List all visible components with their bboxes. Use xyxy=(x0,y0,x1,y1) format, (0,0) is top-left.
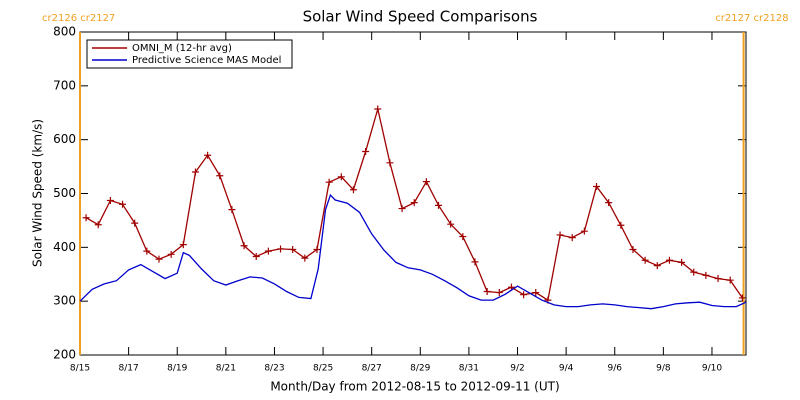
x-tick-label: 8/21 xyxy=(216,364,236,374)
x-tick-label: 9/8 xyxy=(656,364,671,374)
x-tick-label: 9/10 xyxy=(702,364,722,374)
data-marker xyxy=(641,256,649,264)
y-tick-label: 200 xyxy=(53,348,76,362)
data-marker xyxy=(252,252,260,260)
y-tick-label: 300 xyxy=(53,294,76,308)
data-marker xyxy=(495,289,503,297)
data-marker xyxy=(678,258,686,266)
x-tick-label: 8/19 xyxy=(167,364,187,374)
data-marker xyxy=(289,245,297,253)
data-marker xyxy=(738,294,746,302)
data-marker xyxy=(94,221,102,229)
x-tick-label: 8/23 xyxy=(264,364,284,374)
data-marker xyxy=(179,241,187,249)
data-marker xyxy=(605,199,613,207)
data-marker xyxy=(106,196,114,204)
plot-frame xyxy=(79,31,747,356)
y-tick-label: 500 xyxy=(53,186,76,200)
data-marker xyxy=(337,173,345,181)
data-marker xyxy=(459,233,467,241)
data-marker xyxy=(386,159,394,167)
x-tick-label: 8/15 xyxy=(70,364,90,374)
data-marker xyxy=(520,291,528,299)
carrington-label: cr2126 cr2127 xyxy=(42,13,115,24)
data-marker xyxy=(532,289,540,297)
data-marker xyxy=(349,186,357,194)
data-marker xyxy=(556,231,564,239)
data-marker xyxy=(690,268,698,276)
legend-box xyxy=(86,39,293,69)
carrington-label: cr2127 cr2128 xyxy=(715,13,788,24)
data-marker xyxy=(374,105,382,113)
y-axis-label: Solar Wind Speed (km/s) xyxy=(31,119,45,267)
x-tick-label: 8/17 xyxy=(119,364,139,374)
data-marker xyxy=(435,201,443,209)
legend-label: Predictive Science MAS Model xyxy=(132,55,281,66)
data-marker xyxy=(313,245,321,253)
data-marker xyxy=(155,255,163,263)
y-tick-label: 600 xyxy=(53,132,76,146)
x-tick-label: 8/29 xyxy=(410,364,430,374)
data-marker xyxy=(593,183,601,191)
series-line xyxy=(79,193,747,310)
data-marker xyxy=(325,178,333,186)
data-marker xyxy=(204,151,212,159)
data-marker xyxy=(410,199,418,207)
data-marker xyxy=(702,271,710,279)
data-marker xyxy=(398,205,406,213)
y-tick-label: 400 xyxy=(53,240,76,254)
data-marker xyxy=(143,247,151,255)
y-tick-label: 800 xyxy=(53,25,76,39)
data-marker xyxy=(191,168,199,176)
data-marker xyxy=(422,178,430,186)
chart-title: Solar Wind Speed Comparisons xyxy=(303,8,538,26)
data-marker xyxy=(277,245,285,253)
x-tick-label: 8/25 xyxy=(313,364,333,374)
x-tick-label: 9/2 xyxy=(510,364,524,374)
data-marker xyxy=(301,254,309,262)
data-marker xyxy=(568,234,576,242)
data-marker xyxy=(131,219,139,227)
data-marker xyxy=(119,200,127,208)
x-tick-label: 8/27 xyxy=(362,364,382,374)
data-marker xyxy=(665,256,673,264)
data-marker xyxy=(216,172,224,180)
data-marker xyxy=(167,250,175,258)
data-marker xyxy=(726,276,734,284)
x-tick-label: 8/31 xyxy=(459,364,479,374)
x-axis-label: Month/Day from 2012-08-15 to 2012-09-11 … xyxy=(270,380,559,394)
data-marker xyxy=(714,275,722,283)
x-tick-label: 9/6 xyxy=(608,364,623,374)
legend-label: OMNI_M (12-hr avg) xyxy=(132,43,232,54)
y-tick-label: 700 xyxy=(53,78,76,92)
data-marker xyxy=(362,148,370,156)
x-tick-label: 9/4 xyxy=(559,364,574,374)
data-marker xyxy=(240,242,248,250)
data-marker xyxy=(471,258,479,266)
data-marker xyxy=(447,220,455,228)
data-marker xyxy=(228,206,236,214)
data-marker xyxy=(82,214,90,222)
data-marker xyxy=(629,245,637,253)
data-marker xyxy=(617,221,625,229)
data-marker xyxy=(483,287,491,295)
data-marker xyxy=(264,247,272,255)
data-marker xyxy=(653,262,661,270)
legend: OMNI_M (12-hr avg)Predictive Science MAS… xyxy=(86,39,293,69)
data-marker xyxy=(580,227,588,235)
